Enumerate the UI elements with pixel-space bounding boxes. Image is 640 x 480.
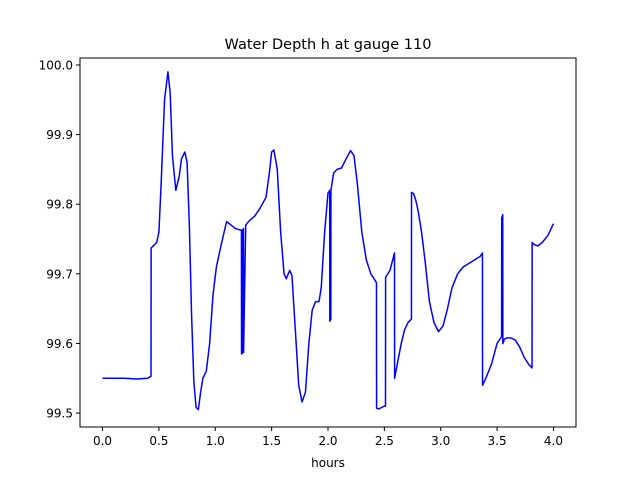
ticks-layer: 0.0 0.5 1.0 1.5 2.0 2.5 3.0 3.5 4.0 99.5 99.6 99.7 9… — [39, 58, 563, 448]
chart-title: Water Depth h at gauge 110 — [225, 37, 432, 53]
x-axis-label: hours — [311, 456, 345, 470]
x-tick-label: 2.0 — [318, 434, 337, 448]
x-tick-label: 0.0 — [93, 434, 112, 448]
x-tick-label: 2.5 — [375, 434, 394, 448]
y-tick-label: 100.0 — [39, 58, 73, 72]
plot-frame — [79, 57, 577, 428]
series-layer — [102, 71, 555, 411]
series-line-0 — [102, 71, 555, 411]
x-tick-label: 0.5 — [149, 434, 168, 448]
y-tick-label: 99.6 — [46, 337, 73, 351]
x-tick-label: 3.5 — [488, 434, 507, 448]
y-tick-label: 99.9 — [46, 128, 73, 142]
y-tick-label: 99.5 — [46, 407, 73, 421]
x-tick-label: 4.0 — [544, 434, 563, 448]
x-tick-label: 1.5 — [262, 434, 281, 448]
y-tick-label: 99.7 — [46, 267, 73, 281]
x-tick-label: 3.0 — [431, 434, 450, 448]
x-tick-label: 1.0 — [206, 434, 225, 448]
y-tick-label: 99.8 — [46, 198, 73, 212]
